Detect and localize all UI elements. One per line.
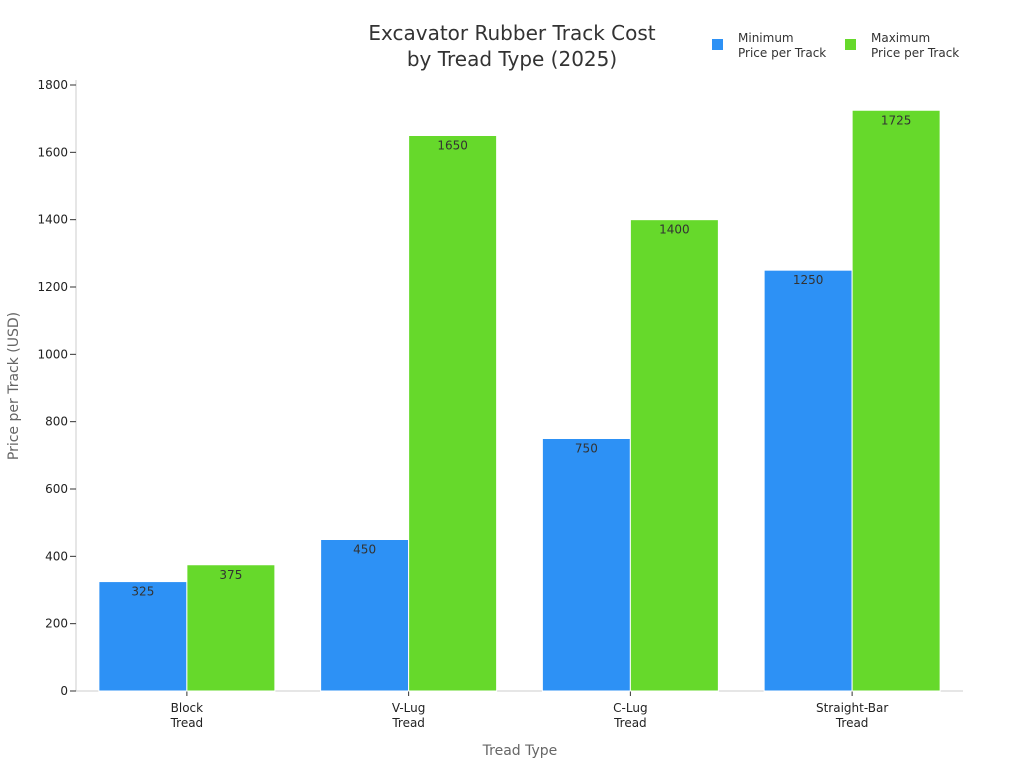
bar xyxy=(320,539,410,692)
bar xyxy=(629,219,719,692)
y-axis-title: Price per Track (USD) xyxy=(6,312,22,460)
y-tick-label: 1400 xyxy=(37,213,68,227)
x-tick-label: Straight-Bar xyxy=(816,701,888,715)
data-label: 325 xyxy=(131,585,154,599)
y-tick-label: 200 xyxy=(45,617,68,631)
bars: 325 375 450 1650 750 1400 1250 1725 xyxy=(98,109,941,692)
x-tick-label: Tread xyxy=(391,716,425,730)
data-label: 450 xyxy=(353,543,376,557)
bar xyxy=(851,109,941,692)
y-axis: 0 200 400 600 800 1000 1200 1400 1600 1800 xyxy=(37,78,77,698)
y-tick-label: 600 xyxy=(45,482,68,496)
x-tick-label: Tread xyxy=(170,716,204,730)
x-axis-title: Tread Type xyxy=(482,743,558,759)
data-label: 1650 xyxy=(437,139,468,153)
y-tick-label: 400 xyxy=(45,549,68,563)
y-tick-label: 1600 xyxy=(37,145,68,159)
x-tick-label: Block xyxy=(171,701,204,715)
legend-label: Maximum xyxy=(871,31,930,45)
y-tick-label: 800 xyxy=(45,415,68,429)
data-label: 1400 xyxy=(659,223,690,237)
chart-title-line-1: Excavator Rubber Track Cost xyxy=(368,21,655,45)
x-tick-label: Tread xyxy=(613,716,647,730)
bar xyxy=(186,564,276,692)
x-tick-label: V-Lug xyxy=(392,701,426,715)
legend-label: Price per Track xyxy=(871,46,959,60)
chart-title-line-2: by Tread Type (2025) xyxy=(407,47,617,71)
data-label: 750 xyxy=(575,442,598,456)
x-axis: BlockTreadV-LugTreadC-LugTreadStraight-B… xyxy=(76,690,963,730)
y-tick-label: 1800 xyxy=(37,78,68,92)
chart-title: Excavator Rubber Track Cost by Tread Typ… xyxy=(368,21,655,71)
y-tick-label: 1200 xyxy=(37,280,68,294)
bar xyxy=(98,581,188,692)
bar xyxy=(763,269,853,692)
data-label: 375 xyxy=(219,568,242,582)
data-label: 1725 xyxy=(881,113,912,127)
legend-label: Minimum xyxy=(738,31,794,45)
y-tick-label: 1000 xyxy=(37,347,68,361)
legend-swatch xyxy=(712,39,723,50)
bar xyxy=(408,135,498,692)
x-tick-label: Tread xyxy=(835,716,869,730)
data-label: 1250 xyxy=(793,273,824,287)
legend-label: Price per Track xyxy=(738,46,826,60)
bar xyxy=(541,438,631,692)
y-tick-label: 0 xyxy=(60,684,68,698)
legend-swatch xyxy=(845,39,856,50)
x-tick-label: C-Lug xyxy=(613,701,647,715)
